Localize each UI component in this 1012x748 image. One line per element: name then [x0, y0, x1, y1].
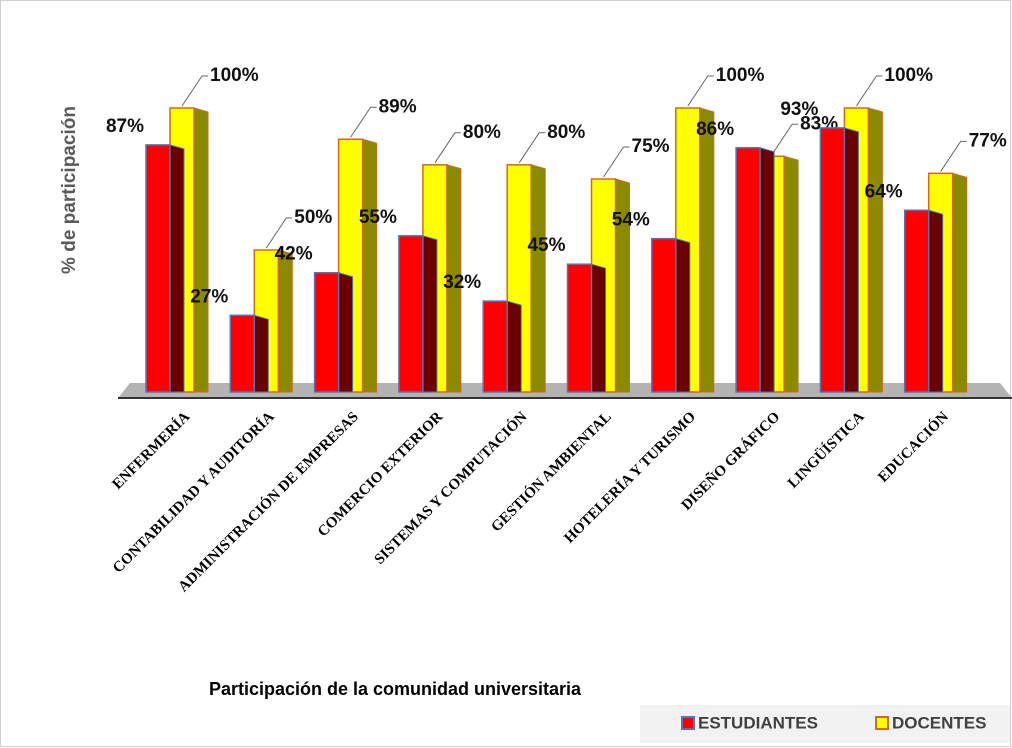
data-label: 55%: [359, 207, 397, 228]
bar-side: [338, 272, 354, 393]
bar-side: [169, 144, 185, 393]
y-axis-title: % de participación: [59, 106, 80, 274]
data-label: 64%: [865, 181, 903, 202]
data-label: 27%: [190, 286, 228, 307]
bar: [313, 271, 340, 393]
bar-side: [362, 138, 378, 393]
bar: [903, 209, 930, 393]
leader-line: [350, 106, 377, 138]
data-label: 32%: [443, 272, 481, 293]
leader-line: [181, 75, 208, 107]
data-label: 87%: [106, 116, 144, 137]
bar-side: [530, 164, 546, 393]
legend-label: ESTUDIANTES: [698, 713, 818, 732]
bar: [398, 235, 424, 393]
bar-side: [699, 107, 715, 393]
data-label: 75%: [632, 136, 670, 157]
bar-side: [422, 235, 438, 393]
bar: [229, 314, 256, 393]
data-label: 93%: [780, 99, 818, 120]
legend-swatch: [681, 716, 695, 730]
bar-side: [867, 107, 883, 393]
leader-line: [603, 146, 630, 178]
leader-line: [265, 217, 293, 249]
bar-side: [783, 155, 799, 393]
leader-line: [518, 132, 546, 164]
bar-side: [193, 107, 209, 393]
bar: [735, 147, 761, 393]
leader-line: [434, 132, 461, 164]
data-label: 45%: [527, 235, 565, 256]
bar-side: [253, 314, 269, 393]
bar-side: [675, 237, 691, 393]
data-label: 80%: [547, 122, 585, 143]
legend-background: [640, 705, 1010, 743]
data-label: 42%: [275, 244, 313, 265]
data-label: 100%: [884, 65, 933, 86]
bar: [482, 300, 508, 393]
data-label: 80%: [463, 122, 501, 143]
bar: [145, 144, 171, 393]
bar-side: [928, 209, 944, 393]
x-axis-title: Participación de la comunidad universita…: [209, 679, 582, 699]
leader-line: [771, 123, 799, 155]
data-label: 89%: [379, 96, 417, 117]
data-label: 100%: [716, 65, 765, 86]
bar-side: [506, 300, 522, 393]
data-label: 77%: [969, 130, 1007, 151]
legend-label: DOCENTES: [892, 713, 986, 732]
data-label: 54%: [612, 210, 650, 231]
data-label: 50%: [294, 207, 332, 228]
bar: [651, 237, 677, 393]
data-label: 100%: [210, 65, 259, 86]
bar-side: [952, 172, 968, 393]
bar-side: [277, 249, 293, 393]
bar: [566, 263, 593, 393]
leader-line: [940, 140, 967, 172]
bar-side: [759, 147, 775, 393]
leader-line: [687, 75, 714, 107]
leader-line: [855, 75, 883, 107]
bar: [819, 127, 846, 393]
bar-side: [843, 127, 859, 393]
data-label: 86%: [696, 119, 734, 140]
legend-swatch: [875, 716, 889, 730]
bar-side: [591, 263, 606, 393]
